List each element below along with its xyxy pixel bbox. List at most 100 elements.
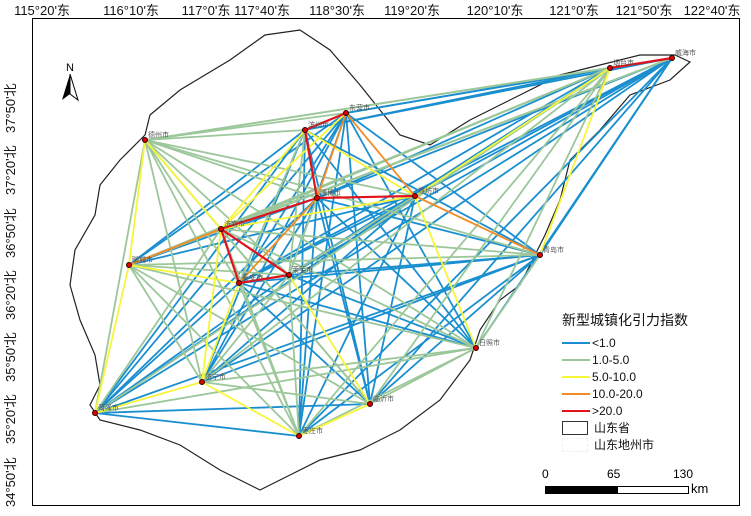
city-label: 聊城市 <box>132 255 153 264</box>
link-orange <box>238 197 318 284</box>
city-label: 济南市 <box>224 219 245 228</box>
link-blue <box>94 274 290 414</box>
link-green <box>220 228 541 256</box>
longitude-label: 116°10'东 <box>103 3 159 18</box>
longitude-label: 117°40'东 <box>234 3 290 18</box>
link-yellow <box>128 139 146 266</box>
link-blue <box>201 195 416 383</box>
link-yellow <box>94 264 130 414</box>
legend-item: 1.0-5.0 <box>562 351 688 368</box>
link-green <box>201 347 477 383</box>
link-yellow <box>298 403 371 437</box>
city-label: 泰安市 <box>242 273 263 282</box>
link-blue <box>238 67 611 284</box>
link-yellow <box>220 195 416 230</box>
link-yellow <box>539 67 611 256</box>
city-point <box>473 345 479 351</box>
link-blue <box>288 57 673 276</box>
link-blue <box>304 129 477 349</box>
link-orange <box>414 195 541 256</box>
link-green <box>128 264 290 276</box>
city-point <box>314 195 320 201</box>
link-green <box>298 347 477 437</box>
link-green <box>128 264 371 405</box>
legend-item: 10.0-20.0 <box>562 385 688 402</box>
legend-label: 1.0-5.0 <box>592 352 630 367</box>
city-label: 烟台市 <box>613 58 634 67</box>
legend-item: >20.0 <box>562 402 688 419</box>
link-green <box>288 195 416 276</box>
link-yellow <box>201 381 300 437</box>
legend-swatch <box>562 341 590 344</box>
link-green <box>201 381 371 405</box>
link-green <box>475 254 541 349</box>
link-yellow <box>201 228 222 383</box>
link-yellow <box>220 112 347 230</box>
scale-unit: km <box>691 481 709 496</box>
city-point <box>296 433 302 439</box>
city-label: 滨州市 <box>308 120 329 129</box>
link-green <box>128 264 477 349</box>
link-blue <box>201 197 318 383</box>
city-label: 潍坊市 <box>418 186 439 195</box>
longitude-label: 119°20'东 <box>384 3 440 18</box>
link-blue <box>128 195 416 266</box>
city-point <box>286 272 292 278</box>
city-point <box>537 252 543 258</box>
city-point <box>669 55 675 61</box>
link-red <box>220 228 290 276</box>
scale-tick: 65 <box>607 467 621 481</box>
link-blue <box>238 282 477 349</box>
link-green <box>220 228 371 405</box>
link-blue <box>345 112 477 349</box>
link-green <box>94 347 477 414</box>
link-yellow <box>414 67 611 197</box>
link-blue <box>298 197 318 437</box>
link-green <box>144 139 240 284</box>
legend-swatch <box>562 375 590 378</box>
link-green <box>94 67 611 414</box>
link-green <box>128 67 611 266</box>
link-blue <box>201 112 347 383</box>
link-blue <box>94 412 300 437</box>
city-point <box>367 401 373 407</box>
legend-item-province: 山东省 <box>562 419 688 436</box>
link-green <box>144 57 673 141</box>
link-yellow <box>414 195 477 349</box>
link-red <box>316 194 416 200</box>
link-yellow <box>288 274 371 405</box>
legend-swatch <box>562 409 590 412</box>
legend-label: 5.0-10.0 <box>592 369 637 384</box>
longitude-label: 115°20'东 <box>14 3 70 18</box>
link-green <box>144 129 306 141</box>
city-label: 德州市 <box>148 130 169 139</box>
city-label: 威海市 <box>675 48 696 57</box>
city-label: 菏泽市 <box>98 403 119 412</box>
link-red <box>238 273 290 285</box>
link-green <box>144 139 477 349</box>
link-green <box>144 139 290 276</box>
link-yellow <box>128 264 240 284</box>
link-orange <box>128 228 222 266</box>
city-point <box>218 226 224 232</box>
city-label: 日照市 <box>479 338 500 347</box>
city-label: 青岛市 <box>543 245 564 254</box>
legend-item: <1.0 <box>562 334 688 351</box>
link-green <box>288 197 318 276</box>
north-arrow: N <box>60 62 80 105</box>
link-green <box>144 139 416 197</box>
link-blue <box>369 254 541 405</box>
link-green <box>128 254 541 266</box>
link-orange <box>345 112 416 197</box>
link-red <box>304 111 347 132</box>
legend-swatch <box>562 358 590 361</box>
link-blue <box>128 112 347 266</box>
link-green <box>288 274 300 437</box>
map-frame <box>32 18 740 506</box>
longitude-label: 120°10'东 <box>466 3 524 18</box>
city-point <box>92 410 98 416</box>
link-red <box>303 129 319 199</box>
link-blue <box>128 129 306 266</box>
legend-label: >20.0 <box>592 403 623 418</box>
link-green <box>238 282 300 437</box>
